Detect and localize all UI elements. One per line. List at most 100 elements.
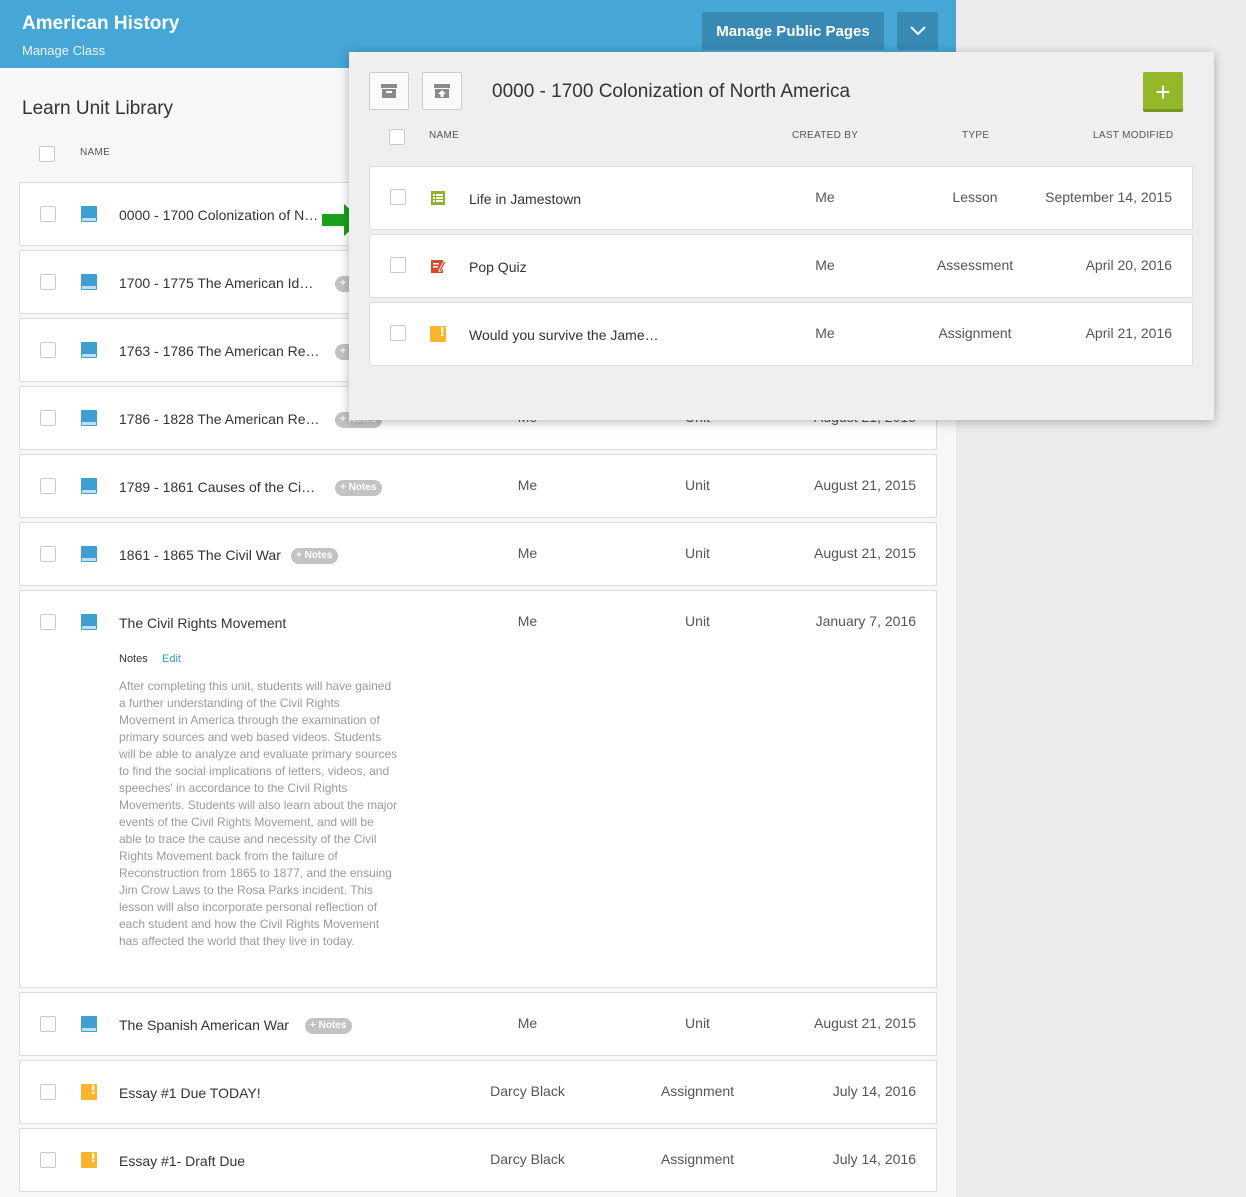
row-type: Assessment bbox=[936, 257, 1014, 273]
row-name[interactable]: 1763 - 1786 The American Revolution bbox=[119, 343, 321, 359]
panel-title: 0000 - 1700 Colonization of North Americ… bbox=[492, 81, 851, 102]
unit-book-icon bbox=[81, 546, 97, 562]
library-row[interactable]: Essay #1 Due TODAY! Darcy Black Assignme… bbox=[19, 1060, 937, 1124]
content-row[interactable]: Pop Quiz Me Assessment April 20, 2016 bbox=[369, 234, 1193, 298]
library-title: Learn Unit Library bbox=[22, 98, 174, 119]
archive-button[interactable] bbox=[369, 72, 409, 110]
library-row[interactable]: The Spanish American War + Notes Me Unit… bbox=[19, 992, 937, 1056]
column-header-name[interactable]: NAME bbox=[429, 130, 460, 141]
row-name[interactable]: 1786 - 1828 The American Republic bbox=[119, 411, 321, 427]
add-notes-badge[interactable]: + Notes bbox=[305, 1018, 353, 1034]
manage-public-pages-button[interactable]: Manage Public Pages bbox=[702, 12, 884, 50]
panel-select-all-checkbox[interactable] bbox=[389, 129, 405, 145]
column-header-last-modified[interactable]: LAST MODIFIED bbox=[1093, 130, 1174, 141]
row-name[interactable]: Essay #1 Due TODAY! bbox=[119, 1085, 261, 1101]
row-name[interactable]: 1789 - 1861 Causes of the Civil War bbox=[119, 479, 321, 495]
row-checkbox[interactable] bbox=[390, 257, 406, 273]
add-notes-badge[interactable]: + Notes bbox=[291, 548, 339, 564]
row-checkbox[interactable] bbox=[390, 325, 406, 341]
column-header-type[interactable]: TYPE bbox=[962, 130, 990, 141]
class-title[interactable]: American History bbox=[22, 13, 180, 34]
row-type: Assignment bbox=[938, 325, 1012, 341]
row-name[interactable]: The Spanish American War bbox=[119, 1017, 289, 1033]
row-checkbox[interactable] bbox=[390, 189, 406, 205]
row-created-by: Me bbox=[517, 613, 538, 629]
row-type: Assignment bbox=[660, 1083, 735, 1099]
notes-label: Notes bbox=[119, 653, 148, 665]
row-name[interactable]: The Civil Rights Movement bbox=[119, 615, 287, 631]
row-type: Unit bbox=[685, 1015, 710, 1031]
unit-book-icon bbox=[81, 274, 97, 290]
row-created-by: Me bbox=[815, 189, 835, 205]
archive-icon bbox=[381, 84, 397, 98]
row-checkbox[interactable] bbox=[40, 1152, 56, 1168]
row-name[interactable]: Pop Quiz bbox=[469, 259, 527, 275]
row-type: Unit bbox=[685, 545, 710, 561]
library-row[interactable]: 1861 - 1865 The Civil War + Notes Me Uni… bbox=[19, 522, 937, 586]
row-checkbox[interactable] bbox=[40, 410, 56, 426]
row-name[interactable]: Life in Jamestown bbox=[469, 191, 582, 207]
manage-class-link[interactable]: Manage Class bbox=[22, 43, 106, 58]
row-created-by: Me bbox=[815, 325, 835, 341]
lesson-list-icon bbox=[431, 191, 445, 205]
unit-book-icon bbox=[81, 342, 97, 358]
library-row[interactable]: 1789 - 1861 Causes of the Civil War + No… bbox=[19, 454, 937, 518]
row-date: July 14, 2016 bbox=[832, 1151, 916, 1167]
row-type: Unit bbox=[685, 613, 710, 629]
chevron-down-icon bbox=[909, 26, 926, 36]
notes-edit-link[interactable]: Edit bbox=[162, 653, 181, 665]
unit-book-icon bbox=[81, 614, 97, 630]
content-row[interactable]: Life in Jamestown Me Lesson September 14… bbox=[369, 166, 1193, 230]
row-name[interactable]: 1700 - 1775 The American Identity bbox=[119, 275, 321, 291]
row-checkbox[interactable] bbox=[40, 478, 56, 494]
row-type: Assignment bbox=[660, 1151, 735, 1167]
unit-book-icon bbox=[81, 206, 97, 222]
row-checkbox[interactable] bbox=[40, 206, 56, 222]
content-row[interactable]: Would you survive the Jamestown colony? … bbox=[369, 302, 1193, 366]
assignment-icon bbox=[81, 1151, 97, 1168]
unit-book-icon bbox=[81, 410, 97, 426]
library-row[interactable]: Essay #1- Draft Due Darcy Black Assignme… bbox=[19, 1128, 937, 1192]
row-checkbox[interactable] bbox=[40, 1016, 56, 1032]
row-date: April 20, 2016 bbox=[1085, 257, 1172, 273]
row-date: July 14, 2016 bbox=[832, 1083, 916, 1099]
row-date: August 21, 2015 bbox=[814, 545, 916, 561]
unarchive-icon bbox=[434, 84, 450, 98]
row-date: January 7, 2016 bbox=[815, 613, 916, 629]
row-name[interactable]: Would you survive the Jamestown colony? bbox=[469, 327, 661, 343]
library-row-expanded[interactable]: The Civil Rights Movement Me Unit Januar… bbox=[19, 590, 937, 988]
class-header: American History Manage Class Manage Pub… bbox=[0, 0, 956, 68]
unit-book-icon bbox=[81, 478, 97, 494]
row-created-by: Me bbox=[517, 1015, 538, 1031]
assignment-icon bbox=[430, 325, 446, 342]
row-checkbox[interactable] bbox=[40, 342, 56, 358]
row-created-by: Me bbox=[517, 545, 538, 561]
row-checkbox[interactable] bbox=[40, 274, 56, 290]
row-date: August 21, 2015 bbox=[814, 477, 916, 493]
add-notes-badge[interactable]: + Notes bbox=[335, 480, 383, 496]
row-created-by: Darcy Black bbox=[490, 1151, 565, 1167]
add-content-button[interactable]: + bbox=[1143, 72, 1183, 112]
row-created-by: Darcy Black bbox=[490, 1083, 565, 1099]
column-header-created-by[interactable]: CREATED BY bbox=[792, 130, 859, 141]
header-dropdown-button[interactable] bbox=[897, 12, 938, 50]
row-checkbox[interactable] bbox=[40, 614, 56, 630]
unit-book-icon bbox=[81, 1016, 97, 1032]
row-checkbox[interactable] bbox=[40, 546, 56, 562]
row-date: September 14, 2015 bbox=[1045, 189, 1172, 205]
notes-text: After completing this unit, students wil… bbox=[119, 679, 398, 948]
row-date: August 21, 2015 bbox=[814, 1015, 916, 1031]
column-header-name[interactable]: NAME bbox=[80, 147, 111, 158]
row-name[interactable]: 1861 - 1865 The Civil War bbox=[119, 547, 281, 563]
row-name[interactable]: 0000 - 1700 Colonization of North Americ… bbox=[119, 207, 321, 223]
unarchive-button[interactable] bbox=[422, 72, 462, 110]
row-checkbox[interactable] bbox=[40, 1084, 56, 1100]
row-created-by: Me bbox=[815, 257, 835, 273]
row-name[interactable]: Essay #1- Draft Due bbox=[119, 1153, 246, 1169]
row-created-by: Me bbox=[517, 477, 538, 493]
assignment-icon bbox=[81, 1083, 97, 1100]
row-type: Unit bbox=[685, 477, 710, 493]
row-type: Lesson bbox=[952, 189, 998, 205]
unit-contents-panel: 0000 - 1700 Colonization of North Americ… bbox=[349, 52, 1214, 420]
select-all-checkbox[interactable] bbox=[39, 146, 55, 162]
